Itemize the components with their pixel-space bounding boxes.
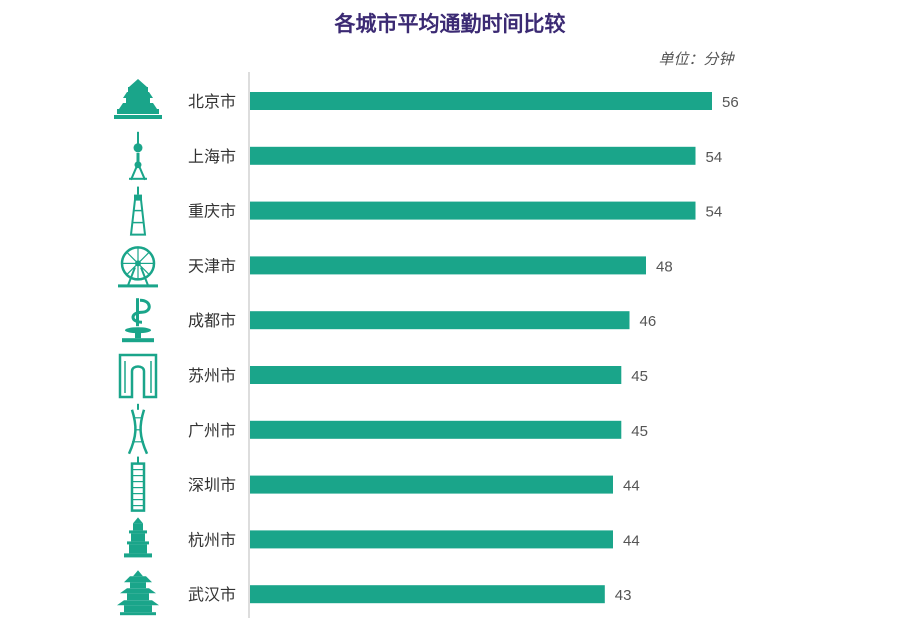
- category-label: 广州市: [188, 421, 236, 440]
- value-label: 54: [706, 204, 723, 221]
- chongqing-tower-icon: [129, 186, 147, 236]
- temple-of-heaven-icon: [114, 79, 162, 119]
- value-label: 43: [615, 587, 632, 604]
- bar: [250, 420, 622, 439]
- category-label: 北京市: [188, 92, 236, 111]
- bar: [250, 311, 630, 330]
- leifeng-pagoda-icon: [124, 517, 152, 558]
- bar: [250, 585, 605, 604]
- oriental-pearl-tower-icon: [129, 131, 147, 181]
- category-label: 天津市: [188, 256, 236, 275]
- category-label: 重庆市: [188, 202, 236, 221]
- value-label: 56: [722, 94, 739, 111]
- value-label: 54: [706, 149, 723, 166]
- bar: [250, 92, 712, 110]
- canton-tower-icon: [127, 403, 149, 455]
- chengdu-sculpture-icon: [122, 298, 154, 343]
- value-label: 44: [623, 478, 640, 495]
- value-label: 48: [656, 258, 673, 275]
- unit-label: 单位：分钟: [658, 50, 734, 68]
- category-label: 苏州市: [188, 366, 236, 385]
- bar: [250, 256, 646, 275]
- shenzhen-tower-icon: [130, 456, 146, 512]
- tianjin-eye-icon: [118, 246, 158, 288]
- category-label: 成都市: [188, 311, 236, 330]
- category-label: 上海市: [188, 147, 236, 166]
- category-label: 杭州市: [188, 530, 236, 549]
- category-label: 深圳市: [188, 476, 236, 495]
- chart-title: 各城市平均通勤时间比较: [334, 12, 566, 36]
- bar: [250, 201, 696, 220]
- bar: [250, 146, 696, 165]
- bar: [250, 366, 622, 384]
- bar: [250, 475, 613, 494]
- value-label: 45: [631, 423, 648, 440]
- category-label: 武汉市: [188, 585, 236, 604]
- value-label: 45: [631, 368, 648, 385]
- bar: [250, 530, 613, 549]
- value-label: 46: [640, 313, 657, 330]
- yellow-crane-tower-icon: [117, 570, 159, 616]
- suzhou-gate-icon: [118, 353, 158, 399]
- value-label: 44: [623, 532, 640, 549]
